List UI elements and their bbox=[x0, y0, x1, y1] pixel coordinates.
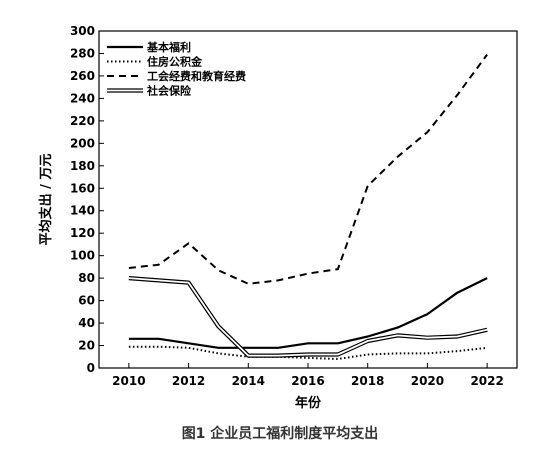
y-tick-label: 100 bbox=[70, 249, 95, 263]
x-tick-label: 2022 bbox=[470, 374, 503, 388]
y-tick-label: 20 bbox=[78, 339, 95, 353]
legend-label: 社会保险 bbox=[146, 84, 192, 98]
x-tick-label: 2016 bbox=[291, 374, 324, 388]
x-tick-label: 2014 bbox=[232, 374, 265, 388]
y-tick-label: 220 bbox=[70, 114, 95, 128]
x-tick-label: 2020 bbox=[411, 374, 444, 388]
chart-caption: 图1 企业员工福利制度平均支出 bbox=[182, 425, 379, 442]
y-tick-label: 160 bbox=[70, 181, 95, 195]
legend-label: 住房公积金 bbox=[147, 55, 203, 69]
y-tick-label: 120 bbox=[70, 226, 95, 240]
legend-item: 社会保险 bbox=[107, 84, 192, 98]
x-tick-label: 2012 bbox=[172, 374, 205, 388]
y-tick-label: 240 bbox=[70, 91, 95, 105]
x-tick-label: 2018 bbox=[351, 374, 384, 388]
y-tick-label: 60 bbox=[78, 294, 95, 308]
x-axis-title: 年份 bbox=[295, 395, 322, 411]
y-axis-title: 平均支出 / 万元 bbox=[38, 154, 54, 246]
legend-item: 住房公积金 bbox=[107, 55, 203, 69]
series-line bbox=[128, 54, 488, 285]
y-tick-label: 300 bbox=[70, 24, 95, 38]
series-layer bbox=[128, 54, 488, 360]
legend-label: 基本福利 bbox=[146, 40, 191, 54]
legend-label: 工会经费和教育经费 bbox=[147, 69, 246, 83]
legend-item: 工会经费和教育经费 bbox=[107, 69, 246, 83]
y-tick-label: 80 bbox=[78, 271, 95, 285]
x-tick-label: 2010 bbox=[112, 374, 145, 388]
y-tick-label: 180 bbox=[70, 159, 95, 173]
y-tick-label: 140 bbox=[70, 204, 95, 218]
y-tick-label: 260 bbox=[70, 69, 95, 83]
legend-item: 基本福利 bbox=[107, 40, 191, 54]
y-tick-label: 40 bbox=[78, 316, 95, 330]
y-tick-label: 200 bbox=[70, 136, 95, 150]
y-tick-label: 280 bbox=[70, 46, 95, 60]
axes: 0 20 40 60 80 100 120 140 160 180 200 220 240 260 280 3… bbox=[70, 24, 518, 388]
y-tick-label: 0 bbox=[87, 361, 95, 375]
series-line bbox=[128, 276, 488, 358]
series-line bbox=[128, 277, 488, 349]
